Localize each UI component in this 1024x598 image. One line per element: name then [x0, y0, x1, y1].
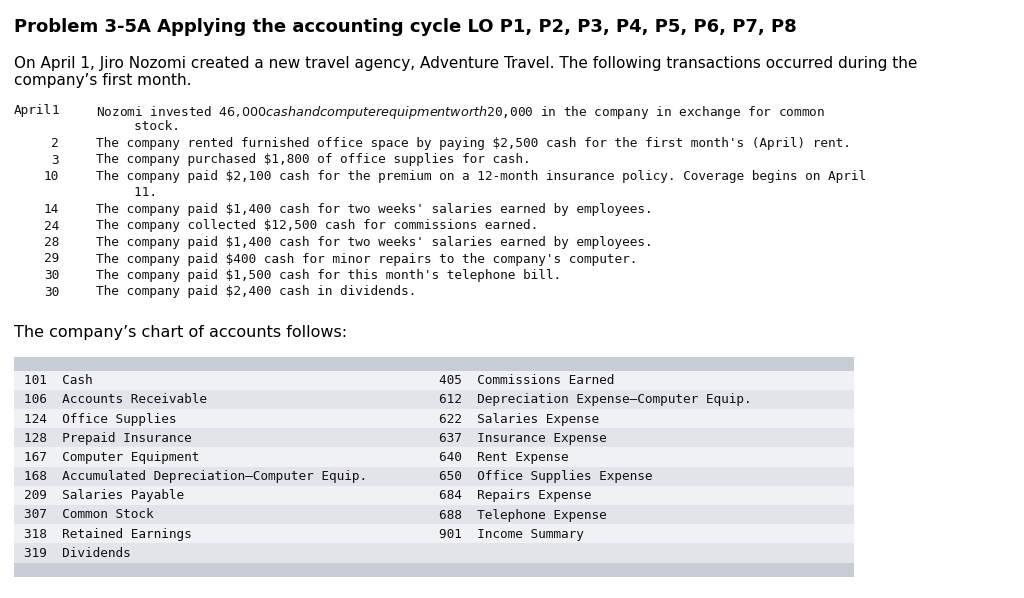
Bar — [14, 524, 854, 544]
Bar — [14, 544, 854, 563]
Text: 14: 14 — [44, 203, 59, 216]
Text: 101  Cash: 101 Cash — [24, 374, 92, 387]
Text: 622  Salaries Expense: 622 Salaries Expense — [439, 413, 599, 426]
Text: 319  Dividends: 319 Dividends — [24, 547, 131, 560]
Bar — [14, 371, 854, 390]
Text: 10: 10 — [44, 170, 59, 183]
Bar — [14, 466, 854, 486]
Text: 11.: 11. — [96, 187, 157, 200]
Text: 307  Common Stock: 307 Common Stock — [24, 508, 154, 521]
Bar — [14, 390, 854, 409]
Text: April: April — [14, 104, 52, 117]
Text: The company collected $12,500 cash for commissions earned.: The company collected $12,500 cash for c… — [96, 219, 539, 233]
Text: 209  Salaries Payable: 209 Salaries Payable — [24, 489, 184, 502]
Text: 128  Prepaid Insurance: 128 Prepaid Insurance — [24, 432, 191, 445]
Text: 688  Telephone Expense: 688 Telephone Expense — [439, 508, 607, 521]
Bar — [14, 356, 854, 371]
Text: 29: 29 — [44, 252, 59, 266]
Text: 168  Accumulated Depreciation–Computer Equip.: 168 Accumulated Depreciation–Computer Eq… — [24, 470, 368, 483]
Bar — [14, 428, 854, 447]
Text: The company paid $1,400 cash for two weeks' salaries earned by employees.: The company paid $1,400 cash for two wee… — [96, 203, 652, 216]
Text: 650  Office Supplies Expense: 650 Office Supplies Expense — [439, 470, 652, 483]
Text: 318  Retained Earnings: 318 Retained Earnings — [24, 527, 191, 541]
Text: 28: 28 — [44, 236, 59, 249]
Text: stock.: stock. — [96, 121, 180, 133]
Text: 640  Rent Expense: 640 Rent Expense — [439, 451, 568, 464]
Text: Nozomi invested $46,000 cash and computer equipment worth $20,000 in the company: Nozomi invested $46,000 cash and compute… — [96, 104, 825, 121]
Text: 901  Income Summary: 901 Income Summary — [439, 527, 584, 541]
Text: 24: 24 — [44, 219, 59, 233]
Text: The company paid $1,400 cash for two weeks' salaries earned by employees.: The company paid $1,400 cash for two wee… — [96, 236, 652, 249]
Text: 106  Accounts Receivable: 106 Accounts Receivable — [24, 393, 207, 406]
Text: 612  Depreciation Expense–Computer Equip.: 612 Depreciation Expense–Computer Equip. — [439, 393, 752, 406]
Text: The company paid $2,100 cash for the premium on a 12-month insurance policy. Cov: The company paid $2,100 cash for the pre… — [96, 170, 866, 183]
Text: 124  Office Supplies: 124 Office Supplies — [24, 413, 176, 426]
Bar — [14, 447, 854, 466]
Text: 637  Insurance Expense: 637 Insurance Expense — [439, 432, 607, 445]
Text: Problem 3-5A Applying the accounting cycle LO P1, P2, P3, P4, P5, P6, P7, P8: Problem 3-5A Applying the accounting cyc… — [14, 18, 797, 36]
Text: 405  Commissions Earned: 405 Commissions Earned — [439, 374, 614, 387]
Text: 30: 30 — [44, 269, 59, 282]
Text: 3: 3 — [51, 154, 59, 166]
Text: The company paid $1,500 cash for this month's telephone bill.: The company paid $1,500 cash for this mo… — [96, 269, 561, 282]
Bar — [14, 505, 854, 524]
Bar — [14, 563, 854, 576]
Text: 167  Computer Equipment: 167 Computer Equipment — [24, 451, 200, 464]
Bar — [14, 409, 854, 428]
Text: The company rented furnished office space by paying $2,500 cash for the first mo: The company rented furnished office spac… — [96, 137, 851, 150]
Text: 1: 1 — [51, 104, 59, 117]
Text: The company purchased $1,800 of office supplies for cash.: The company purchased $1,800 of office s… — [96, 154, 530, 166]
Text: company’s first month.: company’s first month. — [14, 73, 191, 88]
Text: 684  Repairs Expense: 684 Repairs Expense — [439, 489, 592, 502]
Bar — [14, 486, 854, 505]
Text: 2: 2 — [51, 137, 59, 150]
Text: 30: 30 — [44, 285, 59, 298]
Text: The company paid $2,400 cash in dividends.: The company paid $2,400 cash in dividend… — [96, 285, 416, 298]
Text: On April 1, Jiro Nozomi created a new travel agency, Adventure Travel. The follo: On April 1, Jiro Nozomi created a new tr… — [14, 56, 918, 71]
Text: The company paid $400 cash for minor repairs to the company's computer.: The company paid $400 cash for minor rep… — [96, 252, 637, 266]
Text: The company’s chart of accounts follows:: The company’s chart of accounts follows: — [14, 325, 347, 340]
